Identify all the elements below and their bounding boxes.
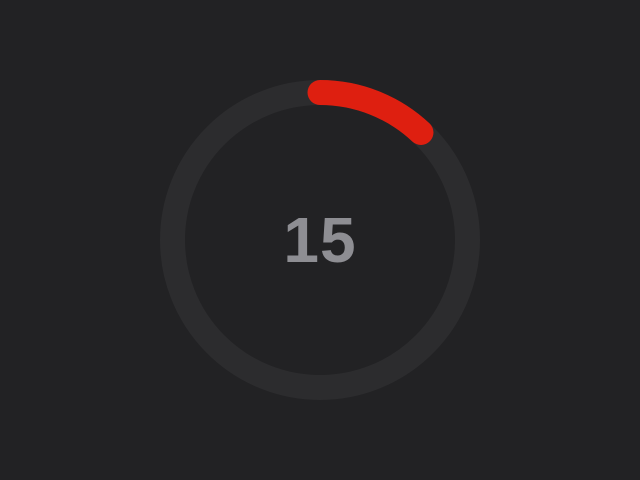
ring-progress-arc xyxy=(307,80,434,145)
countdown-ring-graphic xyxy=(160,80,480,400)
countdown-value: 15 xyxy=(283,204,357,276)
countdown-ring: 15 xyxy=(160,80,480,400)
